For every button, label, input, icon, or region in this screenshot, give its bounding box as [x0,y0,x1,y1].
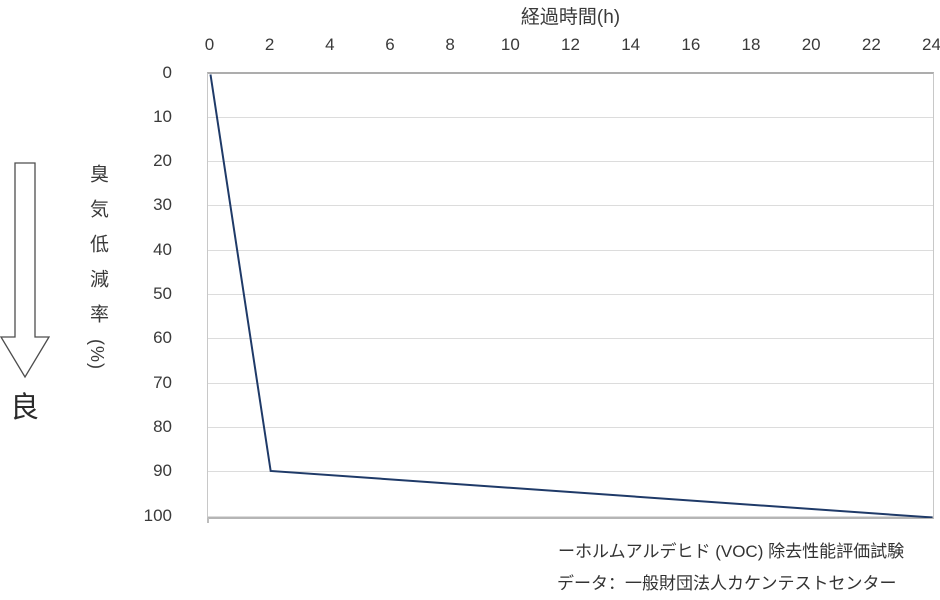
x-tick-label: 20 [801,35,821,54]
y-tick-label: 60 [153,328,172,348]
plot-area [207,72,934,519]
gridline [208,250,933,251]
y-axis-stub-tick [207,518,209,523]
gridline [208,294,933,295]
y-tick-label: 30 [153,195,172,215]
x-tick-label: 24 [922,35,940,54]
y-tick-label: 10 [153,106,172,126]
y-tick-label: 0 [162,62,172,82]
y-axis-title-unit: (%) [87,339,107,370]
y-tick-label: 90 [153,461,172,481]
y-tick-label: 100 [143,505,172,525]
gridline [208,117,933,118]
series-line [209,74,933,518]
down-arrow-icon [0,162,50,379]
x-tick-label: 10 [500,35,520,54]
x-axis-title: 経過時間(h) [520,7,621,28]
x-tick-label: 16 [681,35,701,54]
y-tick-label: 70 [153,372,172,392]
x-tick-label: 0 [204,35,215,54]
y-tick-label: 50 [153,284,172,303]
x-tick-label: 22 [861,35,881,54]
gridline [208,471,933,472]
gridline [208,161,933,162]
x-tick-label: 18 [741,35,761,54]
x-tick-label: 14 [621,35,641,54]
y-axis-title: 臭気低減率(%) [84,164,111,370]
y-tick-label: 80 [153,416,172,436]
x-tick-label: 4 [325,35,335,54]
y-tick-label: 40 [153,239,172,259]
y-axis-title-text: 臭気低減率 [87,164,108,339]
series-line-layer [209,74,933,518]
good-direction-label: 良 [10,392,40,424]
y-tick-label: 20 [153,151,172,171]
x-tick-label: 12 [561,35,580,54]
x-tick-label: 8 [445,35,455,54]
gridline [208,427,933,428]
gridline [208,383,933,384]
x-tick-label: 6 [385,35,395,54]
gridline [208,205,933,206]
gridline [208,338,933,339]
caption-data-source: データ：一般財団法人カケンテストセンター [557,574,897,593]
caption-series-name: ーホルムアルデヒド (VOC) 除去性能評価試験 [558,542,905,561]
x-tick-label: 2 [264,35,275,54]
gridline [208,516,933,517]
